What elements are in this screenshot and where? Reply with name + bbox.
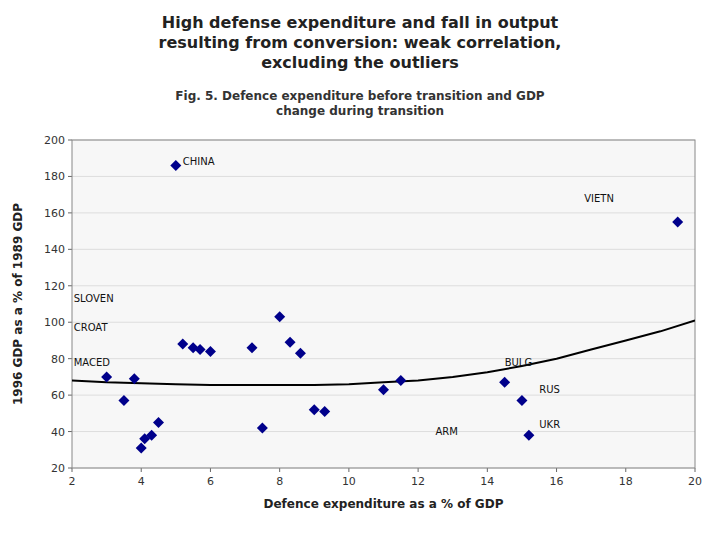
tick-mark [68,176,72,177]
tick-mark [348,468,349,472]
scatter-point [295,348,306,359]
y-axis: 20 40 60 80 100 120 140 160 180 200 [44,134,695,475]
tick-mark [556,468,557,472]
tick-mark [141,468,142,472]
scatter-point [285,337,296,348]
scatter-point [153,417,164,428]
tick-label: 60 [51,389,65,402]
tick-label: 10 [342,475,356,488]
tick-mark [695,468,696,472]
scatter-point [195,344,206,355]
annotation: VIETN [584,193,614,204]
scatter-point [129,373,140,384]
grid-line [72,212,695,213]
annotation: BULG [505,357,533,368]
scatter-point [118,395,129,406]
scatter-point [516,395,527,406]
grid-line [72,249,695,250]
grid-line [72,176,695,177]
annotation: SLOVEN [74,293,114,304]
y-axis-label: 1996 GDP as a % of 1989 GDP [11,203,25,405]
scatter-point [170,160,181,171]
plot-frame [72,140,695,468]
tick-label: 200 [44,134,65,147]
tick-label: 16 [550,475,564,488]
tick-label: 180 [44,170,65,183]
tick-label: 2 [69,475,76,488]
scatter-point [136,442,147,453]
scatter-point [146,430,157,441]
tick-mark [279,468,280,472]
scatter-point [274,311,285,322]
tick-label: 160 [44,207,65,220]
annotation: RUS [539,384,560,395]
annotation: ARM [435,426,457,437]
scatter-point [205,346,216,357]
grid-line [72,285,695,286]
tick-mark [68,212,72,213]
scatter-point [319,406,330,417]
tick-label: 40 [51,426,65,439]
scatter-point [499,377,510,388]
tick-label: 20 [688,475,702,488]
scatter-point [257,422,268,433]
tick-mark [625,468,626,472]
annotation: MACED [74,357,111,368]
tick-label: 20 [51,462,65,475]
tick-label: 18 [619,475,633,488]
grid-line [72,431,695,432]
tick-mark [418,468,419,472]
tick-mark [68,140,72,141]
scatter-point [101,371,112,382]
chart: High defense expenditure and fall in out… [0,0,720,540]
tick-label: 80 [51,353,65,366]
grid-line [72,322,695,323]
tick-label: 14 [480,475,494,488]
tick-label: 6 [207,475,214,488]
tick-mark [68,249,72,250]
subtitle: Fig. 5. Defence expenditure before trans… [175,89,545,118]
tick-mark [487,468,488,472]
scatter-point [246,342,257,353]
tick-label: 120 [44,280,65,293]
tick-mark [68,358,72,359]
tick-mark [68,431,72,432]
scatter-point [177,339,188,350]
tick-mark [68,395,72,396]
annotations: CHINA VIETN SLOVEN CROAT MACED BULG RUS UKR ARM [74,156,614,437]
scatter-point [672,217,683,228]
x-axis: 2 4 6 8 10 12 14 16 18 20 [69,468,703,488]
tick-label: 100 [44,316,65,329]
scatter-point [378,384,389,395]
tick-label: 140 [44,243,65,256]
tick-label: 8 [276,475,283,488]
plot-background [72,140,695,468]
title: High defense expenditure and fall in out… [159,13,562,72]
x-axis-label: Defence expenditure as a % of GDP [264,497,504,511]
annotation: CHINA [183,156,215,167]
tick-mark [68,285,72,286]
annotation: UKR [539,419,560,430]
tick-label: 12 [411,475,425,488]
scatter-point [523,430,534,441]
grid-line [72,358,695,359]
scatter-point [309,404,320,415]
tick-mark [210,468,211,472]
scatter-point [395,375,406,386]
tick-mark [68,322,72,323]
data-marks [72,160,695,453]
tick-mark [72,468,73,472]
trend-line [72,320,695,385]
tick-label: 4 [138,475,145,488]
annotation: CROAT [74,322,109,333]
tick-mark [68,468,72,469]
